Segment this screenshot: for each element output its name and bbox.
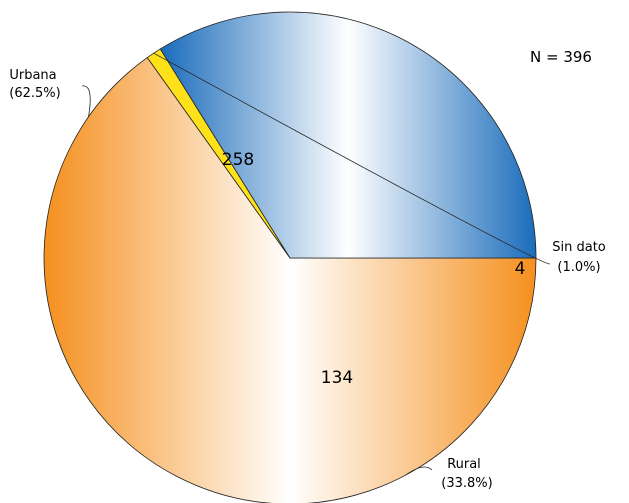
percent-label-urbana: (62.5%) (9, 86, 60, 101)
leader-line-urbana (81, 85, 91, 117)
value-label-sin-dato: 4 (515, 259, 526, 279)
category-label-rural: Rural (447, 457, 481, 472)
pie-slice-rural (159, 11, 537, 259)
category-label-sin-dato: Sin dato (552, 240, 606, 255)
leader-line-sin-dato (153, 52, 551, 265)
value-label-rural: 134 (321, 368, 353, 388)
leader-line-rural (405, 466, 433, 476)
pie-slice-urbana (43, 57, 537, 503)
value-label-urbana: 258 (222, 150, 254, 170)
percent-label-sin-dato: (1.0%) (557, 260, 600, 275)
category-label-urbana: Urbana (9, 68, 56, 83)
percent-label-rural: (33.8%) (441, 476, 492, 491)
total-count-label: N = 396 (530, 48, 592, 66)
